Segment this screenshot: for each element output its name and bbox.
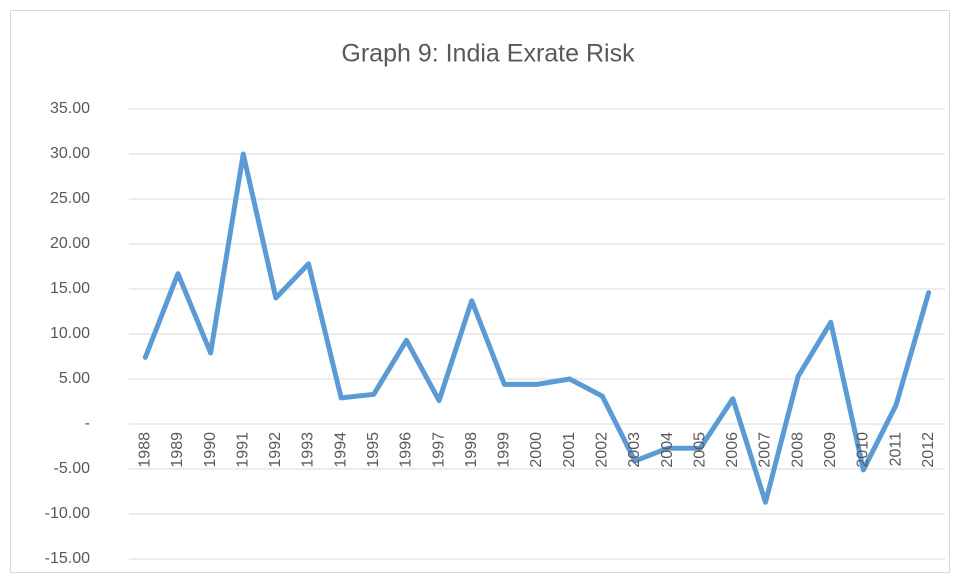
x-tick-label: 1989: [169, 432, 186, 468]
x-tick-label: 1993: [300, 432, 317, 468]
x-tick-label: 1998: [463, 432, 480, 468]
x-tick-label: 2007: [757, 432, 774, 468]
x-tick-label: 2008: [789, 432, 806, 468]
y-tick-label: 25.00: [50, 190, 90, 207]
x-tick-label: 1994: [332, 432, 349, 468]
x-tick-label: 2004: [659, 432, 676, 468]
x-tick-label: 1992: [267, 432, 284, 468]
y-tick-label: 10.00: [50, 325, 90, 342]
x-tick-label: 1997: [430, 432, 447, 468]
y-tick-label: -10.00: [45, 505, 90, 522]
y-tick-label: -15.00: [45, 550, 90, 567]
x-tick-label: 1995: [365, 432, 382, 468]
data-line: [142, 151, 932, 505]
x-tick-label: 1991: [234, 432, 251, 468]
y-tick-label: 35.00: [50, 100, 90, 117]
x-tick-label: 2001: [561, 432, 578, 468]
x-tick-label: 2000: [528, 432, 545, 468]
x-tick-label: 1996: [398, 432, 415, 468]
x-tick-label: 2012: [920, 432, 937, 468]
y-tick-label: 5.00: [59, 370, 90, 387]
x-tick-label: 2006: [724, 432, 741, 468]
x-tick-label: 2011: [887, 432, 904, 467]
x-tick-label: 2010: [855, 432, 872, 468]
x-tick-label: 1988: [137, 432, 154, 468]
x-tick-label: 1990: [202, 432, 219, 468]
x-tick-label: 1999: [496, 432, 513, 468]
x-tick-label: 2003: [626, 432, 643, 468]
y-tick-label: -: [85, 415, 90, 432]
x-tick-label: 2002: [593, 432, 610, 468]
y-tick-label: 30.00: [50, 145, 90, 162]
y-tick-label: -5.00: [54, 460, 91, 477]
x-tick-label: 2005: [691, 432, 708, 468]
chart-title: Graph 9: India Exrate Risk: [341, 40, 635, 68]
x-tick-label: 2009: [822, 432, 839, 468]
chart-border: [10, 10, 950, 573]
y-tick-label: 15.00: [50, 280, 90, 297]
y-tick-label: 20.00: [50, 235, 90, 252]
